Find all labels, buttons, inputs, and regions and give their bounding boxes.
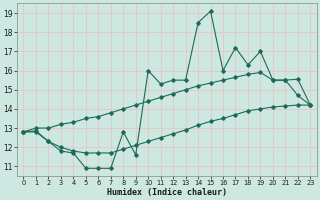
X-axis label: Humidex (Indice chaleur): Humidex (Indice chaleur) [107, 188, 227, 197]
